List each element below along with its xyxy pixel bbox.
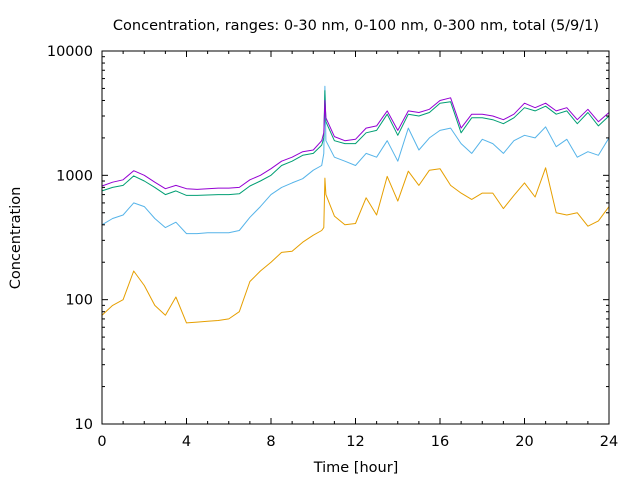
y-tick-label: 10 — [75, 417, 93, 433]
y-axis-label: Concentration — [8, 187, 24, 290]
x-tick-label: 0 — [97, 434, 106, 450]
series-line-0-30-nm — [101, 167, 610, 324]
series-line-total — [101, 97, 610, 190]
x-tick-label: 24 — [600, 434, 618, 450]
series-layer — [101, 85, 610, 324]
x-tick-label: 20 — [515, 434, 533, 450]
x-tick-label: 8 — [266, 434, 275, 450]
chart-title: Concentration, ranges: 0-30 nm, 0-100 nm… — [113, 18, 599, 34]
x-axis-label: Time [hour] — [313, 460, 399, 476]
y-tick-label: 100 — [65, 293, 93, 309]
y-tick-label: 1000 — [56, 168, 93, 184]
axis-layer: 0 4 8 12 16 20 24 10 100 1000 10000 — [47, 44, 618, 450]
x-tick-label: 4 — [182, 434, 191, 450]
x-tick-label: 12 — [346, 434, 364, 450]
series-line-0-100-nm — [101, 85, 610, 235]
series-line-0-300-nm — [101, 90, 610, 196]
y-tick-label: 10000 — [47, 44, 93, 60]
x-tick-label: 16 — [431, 434, 449, 450]
